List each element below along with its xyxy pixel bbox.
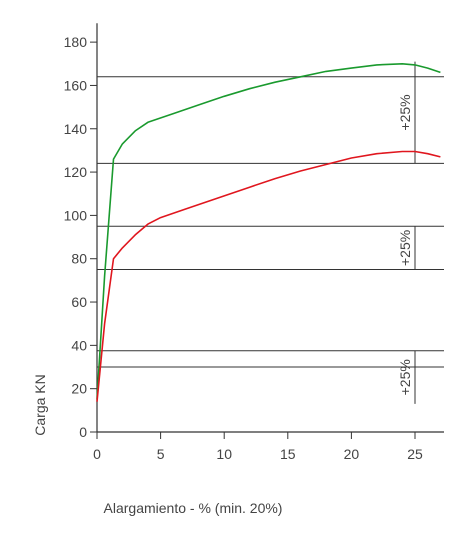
- series-lines: [96, 63, 441, 402]
- y-tick-label: 120: [64, 164, 88, 180]
- y-tick-label: 160: [64, 77, 88, 93]
- y-tick-label: 0: [79, 424, 87, 440]
- y-tick-label: 180: [64, 34, 88, 50]
- y-tick-label: 60: [71, 294, 87, 310]
- series-line-1: [96, 63, 441, 400]
- x-tick-label: 5: [157, 446, 165, 462]
- annotation-label: +25%: [397, 359, 413, 395]
- annotations: +25% +25% +25%: [397, 61, 416, 404]
- y-tick-label: 140: [64, 121, 88, 137]
- y-tick-label: 20: [71, 381, 87, 397]
- y-tick-label: 40: [71, 337, 87, 353]
- reference-lines: [97, 76, 444, 368]
- x-tick-label: 0: [93, 446, 101, 462]
- x-tick-label: 25: [407, 446, 423, 462]
- x-tick-label: 20: [344, 446, 360, 462]
- y-tick-label: 80: [71, 251, 87, 267]
- x-tick-label: 10: [216, 446, 232, 462]
- annotation-label: +25%: [397, 94, 413, 130]
- y-axis-label: Carga KN: [32, 374, 48, 435]
- x-axis-label: Alargamiento - % (min. 20%): [104, 500, 283, 516]
- axes: 0 20 40 60 80 100 120 140 160 180 0 5 10 15 20 25: [64, 23, 444, 462]
- annotation-label: +25%: [397, 230, 413, 266]
- series-line-2: [96, 150, 441, 402]
- x-tick-label: 15: [280, 446, 296, 462]
- y-tick-label: 100: [64, 207, 88, 223]
